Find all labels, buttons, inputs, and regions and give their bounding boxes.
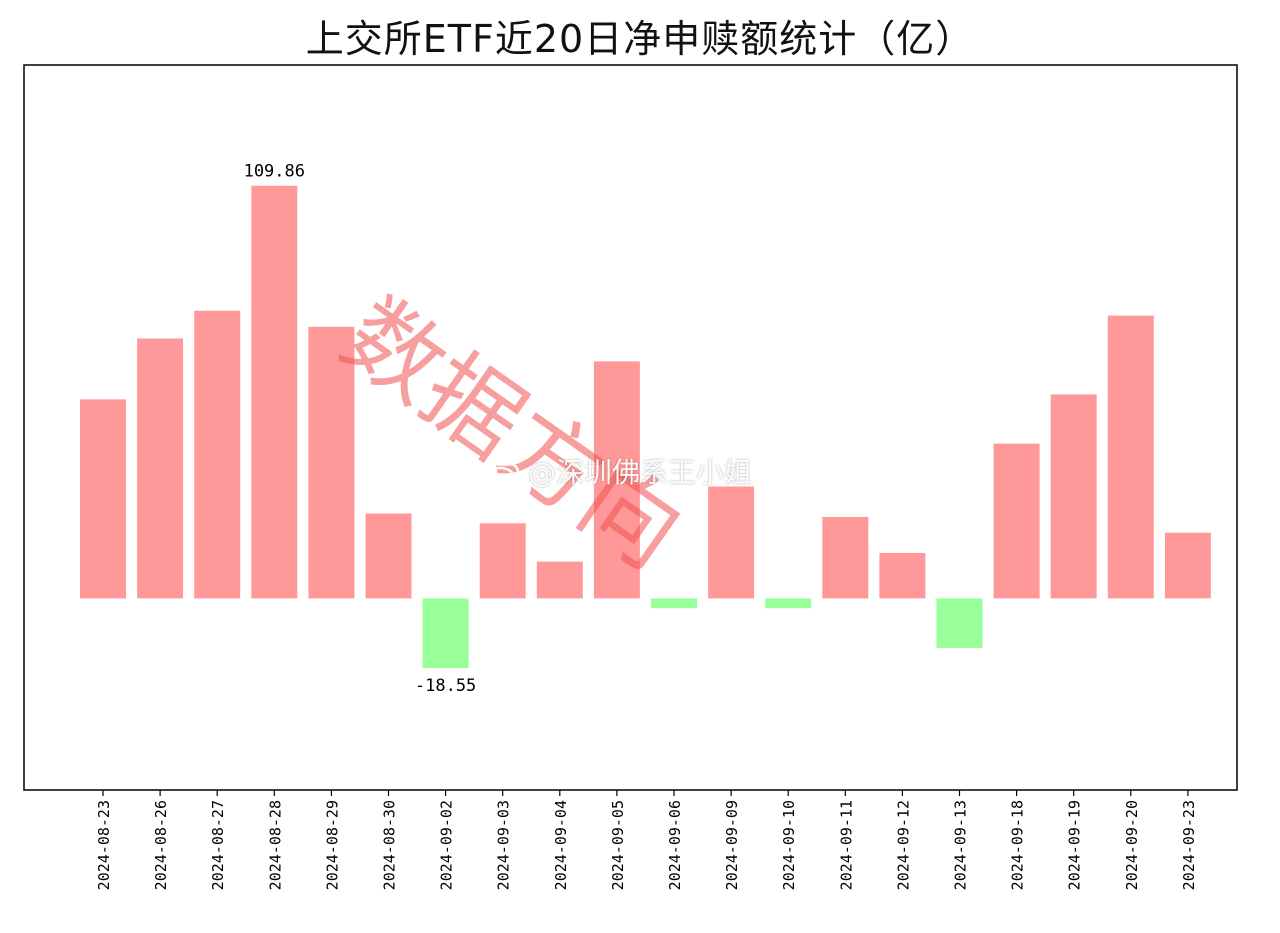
weibo-handle: @深圳佛系王小姐 xyxy=(528,456,753,489)
bar-2024-08-26 xyxy=(137,338,184,599)
weibo-logo-icon xyxy=(484,462,520,488)
bar-2024-09-20 xyxy=(1107,315,1154,599)
x-tick-label: 2024-09-12 xyxy=(894,800,912,890)
bar-2024-09-03 xyxy=(479,523,526,599)
bar-2024-09-09 xyxy=(708,486,755,599)
bar-2024-08-30 xyxy=(365,513,412,599)
bar-2024-09-06 xyxy=(651,598,697,609)
plot-area-frame xyxy=(23,64,1238,791)
bar-2024-09-05 xyxy=(593,361,640,599)
x-tick-label: 2024-08-26 xyxy=(152,800,170,890)
bar-2024-09-11 xyxy=(822,516,869,599)
x-tick-label: 2024-08-29 xyxy=(323,800,341,890)
data-label: 109.86 xyxy=(244,162,305,182)
x-tick-label: 2024-09-20 xyxy=(1123,800,1141,890)
bar-2024-09-04 xyxy=(536,561,583,599)
weibo-watermark: @深圳佛系王小姐 xyxy=(482,451,752,491)
x-tick-label: 2024-09-04 xyxy=(552,800,570,890)
bar-2024-09-19 xyxy=(1050,394,1097,599)
x-tick-label: 2024-08-27 xyxy=(209,800,227,890)
bar-2024-09-18 xyxy=(993,443,1040,599)
x-tick-label: 2024-08-30 xyxy=(381,800,399,890)
data-labels: 109.86 -18.55 xyxy=(244,162,477,696)
x-tick-label: 2024-09-13 xyxy=(952,800,970,890)
chart-title: 上交所ETF近20日净申赎额统计（亿） xyxy=(305,17,975,61)
bar-2024-09-23 xyxy=(1164,532,1211,599)
x-tick-label: 2024-08-23 xyxy=(95,800,113,890)
x-tick-label: 2024-09-11 xyxy=(837,800,855,890)
bar-2024-09-02 xyxy=(422,598,469,669)
x-tick-label: 2024-09-23 xyxy=(1180,800,1198,890)
bar-2024-08-23 xyxy=(80,399,126,599)
x-tick-label: 2024-09-19 xyxy=(1066,800,1084,890)
x-tick-label: 2024-09-10 xyxy=(780,800,798,890)
x-tick-label: 2024-09-02 xyxy=(438,800,456,890)
x-tick-label: 2024-09-03 xyxy=(495,800,513,890)
x-tick-label: 2024-09-05 xyxy=(609,800,627,890)
x-tick-label: 2024-09-09 xyxy=(723,800,741,890)
x-tick-label: 2024-08-28 xyxy=(266,800,284,890)
x-tick-label: 2024-09-06 xyxy=(666,800,684,890)
bar-2024-09-13 xyxy=(936,598,983,649)
bar-2024-09-10 xyxy=(765,598,812,609)
bar-2024-09-12 xyxy=(879,552,926,599)
x-tick-label: 2024-09-18 xyxy=(1009,800,1027,890)
bar-2024-08-29 xyxy=(308,326,355,599)
bar-2024-08-27 xyxy=(194,310,241,599)
bars-layer xyxy=(80,185,1211,669)
bar-2024-08-28 xyxy=(251,185,298,599)
data-label: -18.55 xyxy=(415,676,476,696)
x-axis-ticks: 2024-08-23 2024-08-26 2024-08-27 2024-08-28… xyxy=(95,790,1198,890)
